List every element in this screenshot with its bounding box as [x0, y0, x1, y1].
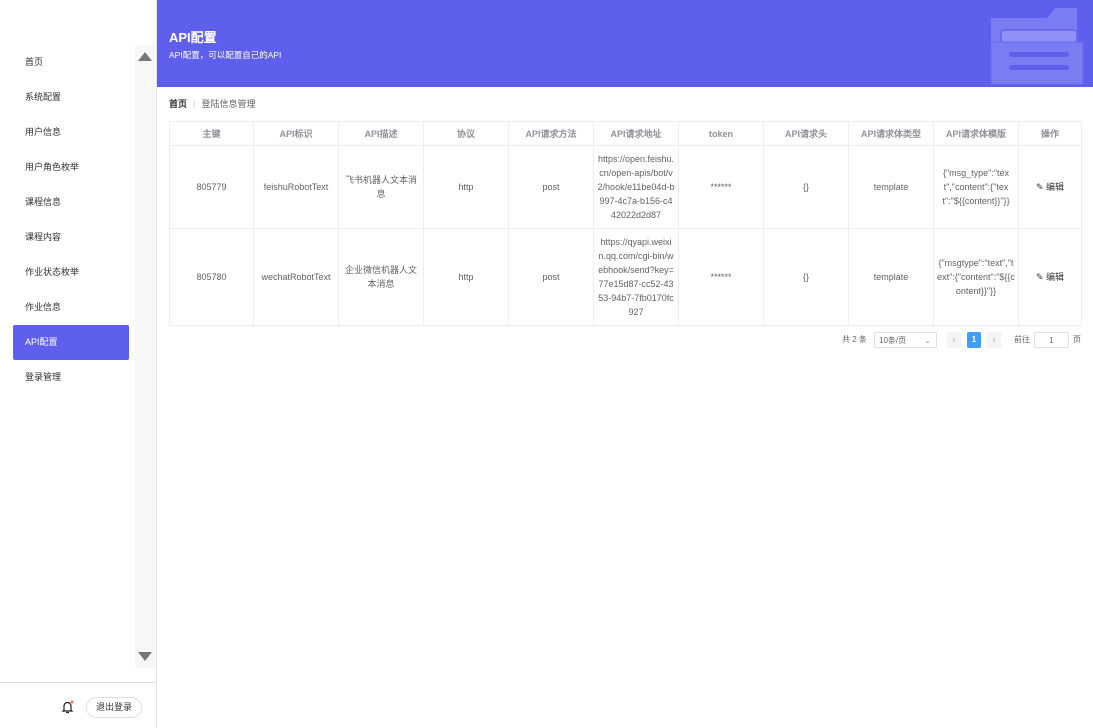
table-row: 805779 feishuRobotText 飞书机器人文本消息 http post ht…: [169, 145, 1082, 229]
sidebar-item-1[interactable]: 系统配置: [25, 92, 62, 102]
scroll-down-arrow-icon[interactable]: [138, 652, 152, 661]
table-cell: {}: [763, 145, 849, 229]
breadcrumb-current: 登陆信息管理: [201, 99, 256, 109]
table-cell: ✎ 编辑: [1018, 228, 1082, 326]
column-header: API请求头: [763, 121, 849, 146]
table-cell: 飞书机器人文本消息: [338, 145, 424, 229]
table-cell: http: [423, 145, 509, 229]
sidebar-scrollbar[interactable]: [135, 45, 155, 668]
table-cell: http: [423, 228, 509, 326]
logout-button[interactable]: 退出登录: [86, 697, 142, 718]
edit-label: 编辑: [1046, 272, 1065, 282]
table-cell: {"msgtype":"text","text":{"content":"${{…: [933, 228, 1019, 326]
total-count: 共 2 条: [842, 335, 867, 344]
table-cell: ******: [678, 228, 764, 326]
next-page-button[interactable]: ›: [987, 332, 1001, 348]
sidebar-item-6[interactable]: 作业状态枚举: [25, 267, 80, 277]
column-header: API标识: [253, 121, 339, 146]
breadcrumb: 首页 / 登陆信息管理: [169, 99, 256, 109]
sidebar-item-8[interactable]: API配置: [13, 325, 129, 360]
page-size-select[interactable]: 10条/页 ⌄: [874, 332, 937, 348]
sidebar-item-7[interactable]: 作业信息: [25, 302, 62, 312]
edit-button[interactable]: ✎ 编辑: [1036, 272, 1064, 282]
page-1-button[interactable]: 1: [967, 332, 981, 348]
column-header: API请求方法: [508, 121, 594, 146]
table-cell: https://qyapi.weixin.qq.com/cgi-bin/webh…: [593, 228, 679, 326]
sidebar-item-3[interactable]: 用户角色枚举: [25, 162, 80, 172]
folder-icon: [990, 8, 1084, 85]
edit-icon: ✎: [1035, 272, 1044, 282]
goto-label: 前往: [1014, 335, 1030, 344]
edit-icon: ✎: [1035, 182, 1044, 192]
table-row: 805780 wechatRobotText 企业微信机器人文本消息 http post…: [169, 228, 1082, 326]
page-suffix: 页: [1073, 335, 1081, 344]
breadcrumb-home[interactable]: 首页: [169, 99, 188, 109]
column-header: 协议: [423, 121, 509, 146]
sidebar-item-4[interactable]: 课程信息: [25, 197, 62, 207]
table-cell: https://open.feishu.cn/open-apis/bot/v2/…: [593, 145, 679, 229]
sidebar-item-2[interactable]: 用户信息: [25, 127, 62, 137]
table-cell: post: [508, 228, 594, 326]
edit-label: 编辑: [1046, 182, 1065, 192]
table-cell: 805779: [169, 145, 254, 229]
table-cell: ✎ 编辑: [1018, 145, 1082, 229]
column-header: token: [678, 121, 764, 146]
column-header: API描述: [338, 121, 424, 146]
table-cell: {}: [763, 228, 849, 326]
divider: [0, 682, 155, 683]
column-header: API请求体模版: [933, 121, 1019, 146]
table-cell: feishuRobotText: [253, 145, 339, 229]
api-table: 主键 API标识 API描述 协议 API请求方法 API请求地址 token API请求头 A…: [169, 121, 1082, 326]
page-subtitle: API配置，可以配置自己的API: [169, 50, 282, 60]
page-header: API配置 API配置，可以配置自己的API: [157, 0, 1093, 87]
table-cell: {"msg_type":"text","content":{"text":"${…: [933, 145, 1019, 229]
scroll-up-arrow-icon[interactable]: [138, 52, 152, 61]
column-header: API请求地址: [593, 121, 679, 146]
table-cell: 企业微信机器人文本消息: [338, 228, 424, 326]
table-cell: post: [508, 145, 594, 229]
page-title: API配置: [169, 30, 217, 45]
column-header: 操作: [1018, 121, 1082, 146]
pagination: 共 2 条 10条/页 ⌄ ‹ 1 › 前往 1 页: [0, 332, 1093, 348]
edit-button[interactable]: ✎ 编辑: [1036, 182, 1064, 192]
sidebar-item-9[interactable]: 登录管理: [25, 372, 62, 382]
sidebar-item-5[interactable]: 课程内容: [25, 232, 62, 242]
prev-page-button[interactable]: ‹: [947, 332, 961, 348]
table-cell: ******: [678, 145, 764, 229]
chevron-down-icon: ⌄: [924, 336, 931, 345]
table-cell: wechatRobotText: [253, 228, 339, 326]
sidebar-item-0[interactable]: 首页: [25, 57, 44, 67]
bell-icon[interactable]: [61, 700, 74, 714]
goto-page-input[interactable]: 1: [1034, 332, 1069, 348]
column-header: API请求体类型: [848, 121, 934, 146]
table-cell: template: [848, 228, 934, 326]
sidebar: 首页系统配置用户信息用户角色枚举 课程信息课程内容作业状态枚举 作业信息 API配置登…: [0, 0, 157, 728]
column-header: 主键: [169, 121, 254, 146]
table-cell: template: [848, 145, 934, 229]
table-cell: 805780: [169, 228, 254, 326]
